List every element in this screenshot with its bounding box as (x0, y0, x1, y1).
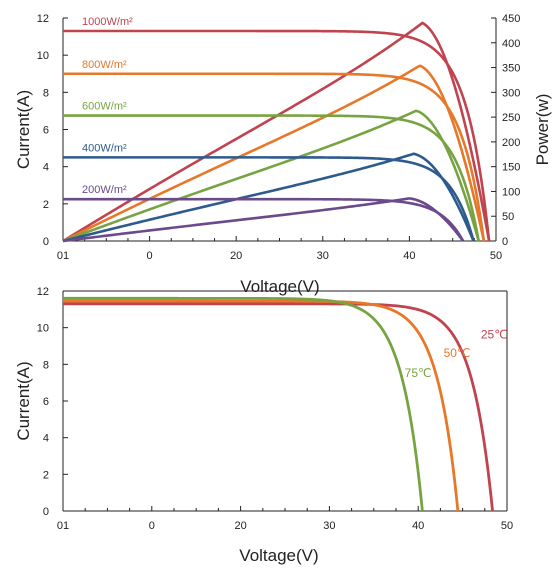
chart-1-y-tick-label: 4 (43, 433, 49, 445)
chart-0-y2-tick-label: 400 (502, 38, 520, 50)
chart-1-y-tick-label: 12 (37, 286, 49, 298)
chart-0-x-axis-title: Voltage(V) (240, 277, 319, 296)
chart-1-x-tick-label: 20 (234, 520, 246, 532)
series-label-1: 800W/m² (82, 59, 127, 71)
chart-0-y-tick-label: 10 (37, 50, 49, 62)
chart-0-y2-tick-label: 50 (502, 211, 514, 223)
chart-0-x-tick-label: 01 (57, 250, 69, 262)
chart-0-x-tick-label: 40 (403, 250, 415, 262)
chart-1-y-tick-label: 6 (43, 396, 49, 408)
chart-0-y-tick-label: 8 (43, 87, 49, 99)
chart-0-y2-tick-label: 150 (502, 162, 520, 174)
chart-1-x-axis-title: Voltage(V) (239, 546, 318, 565)
temperature-curve-1 (63, 299, 460, 512)
current-curve-2 (63, 114, 480, 242)
chart-0-y-tick-label: 12 (37, 13, 49, 25)
chart-0-y2-tick-label: 100 (502, 186, 520, 198)
chart-0-y2-axis-title: Power(w) (533, 94, 552, 166)
series-label-2: 600W/m² (82, 101, 127, 113)
series-label-4: 200W/m² (82, 184, 127, 196)
temperature-curve-0 (63, 302, 494, 512)
chart-0-y-tick-label: 2 (43, 199, 49, 211)
chart-0-y-axis-title: Current(A) (14, 90, 33, 169)
temperature-label-2: 75℃ (405, 366, 432, 380)
chart-1-y-tick-label: 8 (43, 359, 49, 371)
series-label-0: 1000W/m² (82, 16, 133, 28)
temperature-curve-2 (63, 296, 424, 512)
chart-0-y-tick-label: 6 (43, 125, 49, 137)
current-curve-0 (63, 29, 491, 242)
power-curve-1 (62, 64, 486, 243)
chart-1-y-tick-label: 0 (43, 506, 49, 518)
chart-0-x-tick-label: 50 (490, 250, 502, 262)
chart-0-y2-tick-label: 200 (502, 137, 520, 149)
chart-0-y-tick-label: 4 (43, 162, 49, 174)
chart-1-y-tick-label: 10 (37, 323, 49, 335)
chart-0-x-tick-label: 0 (147, 250, 153, 262)
chart-0-y2-tick-label: 300 (502, 87, 520, 99)
chart-1-x-tick-label: 01 (57, 520, 69, 532)
chart-1-y-axis-title: Current(A) (14, 361, 33, 440)
chart-0-x-tick-label: 20 (230, 250, 242, 262)
chart-0-y2-tick-label: 250 (502, 112, 520, 124)
chart-0-y2-tick-label: 350 (502, 63, 520, 75)
current-curve-1 (63, 72, 486, 242)
current-curve-4 (63, 197, 465, 242)
chart-0-x-tick-label: 30 (317, 250, 329, 262)
power-curve-3 (62, 152, 475, 243)
power-curve-2 (62, 109, 480, 243)
temperature-label-0: 25℃ (481, 328, 508, 342)
chart-1-x-tick-label: 50 (501, 520, 513, 532)
current-curve-3 (63, 156, 475, 242)
chart-0-y2-tick-label: 0 (502, 236, 508, 248)
temperature-label-1: 50℃ (444, 346, 471, 360)
chart-1-x-tick-label: 30 (323, 520, 335, 532)
chart-0-y-tick-label: 0 (43, 236, 49, 248)
series-label-3: 400W/m² (82, 142, 127, 154)
chart-1-x-tick-label: 0 (149, 520, 155, 532)
chart-0-y2-tick-label: 450 (502, 13, 520, 25)
chart-1-y-tick-label: 2 (43, 469, 49, 481)
chart-1-x-tick-label: 40 (412, 520, 424, 532)
